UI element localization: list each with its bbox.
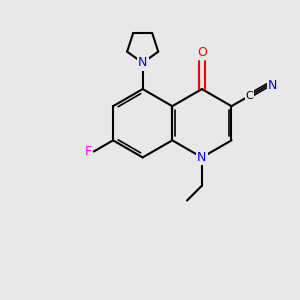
Text: C: C xyxy=(246,91,254,101)
Text: N: N xyxy=(138,56,147,69)
Text: N: N xyxy=(268,79,277,92)
Text: N: N xyxy=(197,151,207,164)
Text: F: F xyxy=(85,145,92,158)
Text: O: O xyxy=(197,46,207,59)
